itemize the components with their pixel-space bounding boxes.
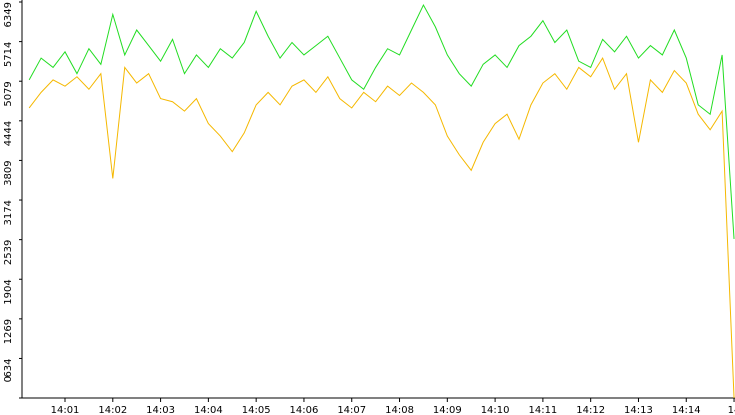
y-tick-label: 634	[3, 358, 14, 377]
y-tick-label: 3174	[3, 200, 14, 225]
y-tick-label: 2539	[3, 240, 14, 265]
line-series	[28, 56, 735, 399]
x-tick-label: 14	[728, 405, 735, 415]
x-tick-label: 14:03	[146, 405, 175, 415]
x-tick-label: 14:04	[194, 405, 223, 415]
x-tick-label: 14:14	[672, 405, 701, 415]
y-tick-label: 5079	[3, 81, 14, 106]
y-tick-label: 0	[3, 376, 14, 382]
line-series	[28, 3, 735, 239]
y-tick-label: 5714	[3, 42, 14, 67]
x-tick-label: 14:06	[290, 405, 319, 415]
x-tick-label: 14:08	[385, 405, 414, 415]
y-tick-label: 6349	[3, 2, 14, 27]
x-tick-label: 14:13	[624, 405, 653, 415]
x-tick-label: 14:11	[528, 405, 557, 415]
x-tick-label: 14:10	[481, 405, 510, 415]
x-tick-label: 14:07	[337, 405, 366, 415]
x-tick-label: 14:05	[242, 405, 271, 415]
y-tick-label: 1269	[3, 319, 14, 344]
y-tick-label: 4444	[3, 121, 14, 146]
x-tick-label: 14:01	[51, 405, 80, 415]
x-tick-label: 14:09	[433, 405, 462, 415]
x-tick-label: 14:12	[576, 405, 605, 415]
y-tick-label: 3809	[3, 160, 14, 185]
y-tick-label: 1904	[3, 279, 14, 304]
x-tick-label: 14:02	[98, 405, 127, 415]
